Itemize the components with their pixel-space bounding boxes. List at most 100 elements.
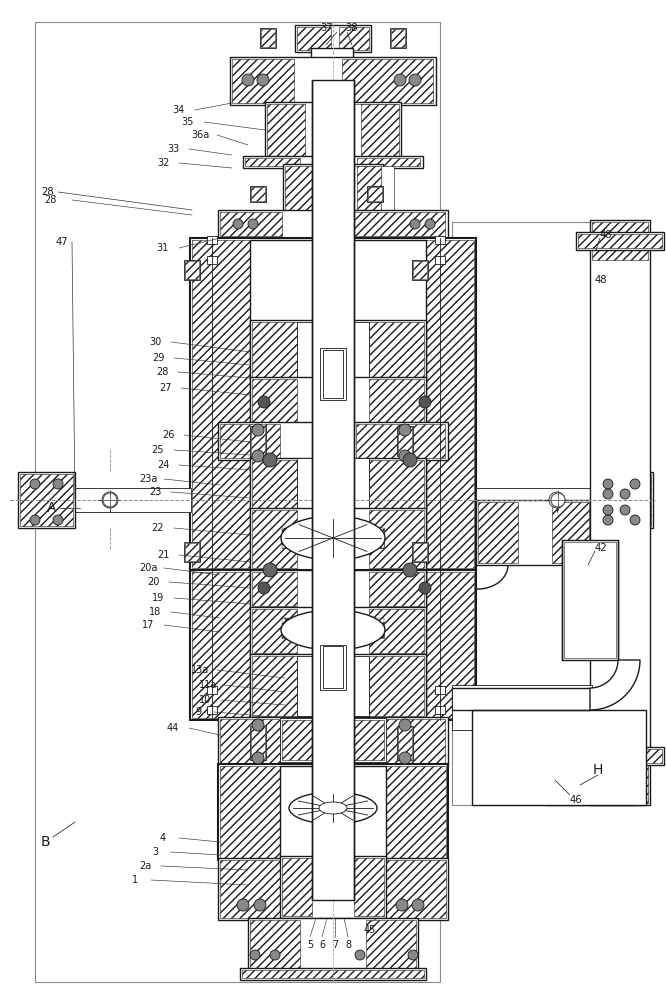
Text: 48: 48 xyxy=(600,230,613,240)
Bar xyxy=(598,474,651,526)
Bar xyxy=(369,510,424,568)
Circle shape xyxy=(399,719,411,731)
Bar xyxy=(311,48,353,60)
Bar xyxy=(297,322,369,378)
Bar xyxy=(378,860,446,918)
Bar xyxy=(435,706,445,714)
Text: 19: 19 xyxy=(152,593,164,603)
Bar xyxy=(218,210,448,238)
Text: 2a: 2a xyxy=(139,861,151,871)
Bar xyxy=(369,572,424,606)
Bar xyxy=(354,858,384,916)
Bar xyxy=(282,720,312,760)
Bar xyxy=(320,645,346,690)
Circle shape xyxy=(620,489,630,499)
Bar xyxy=(435,686,445,694)
Bar xyxy=(250,654,426,718)
Text: 44: 44 xyxy=(167,723,179,733)
Text: 20: 20 xyxy=(147,577,159,587)
Bar xyxy=(260,28,276,48)
Bar xyxy=(283,164,383,322)
Bar xyxy=(184,542,200,562)
Text: A: A xyxy=(47,501,57,515)
Text: 21: 21 xyxy=(157,550,169,560)
Ellipse shape xyxy=(289,792,377,824)
Bar xyxy=(435,256,445,264)
Bar xyxy=(250,426,266,456)
Bar xyxy=(564,542,616,658)
Bar xyxy=(267,104,305,158)
Bar xyxy=(452,685,592,730)
Bar xyxy=(356,719,445,763)
Ellipse shape xyxy=(281,516,385,560)
Bar xyxy=(476,500,591,565)
Bar xyxy=(252,379,297,423)
Text: 46: 46 xyxy=(570,795,583,805)
Text: 9: 9 xyxy=(195,707,201,717)
Bar xyxy=(185,261,199,279)
Bar xyxy=(243,156,423,168)
Bar xyxy=(250,570,426,718)
Text: H: H xyxy=(593,763,603,777)
Bar xyxy=(576,747,664,765)
Circle shape xyxy=(399,752,411,764)
Bar xyxy=(245,158,300,166)
Text: 33: 33 xyxy=(167,144,179,154)
Text: 3: 3 xyxy=(152,847,158,857)
Bar xyxy=(354,212,445,236)
Text: 5: 5 xyxy=(307,940,313,950)
Bar xyxy=(220,212,282,236)
Bar xyxy=(250,320,426,380)
Bar xyxy=(20,474,73,526)
Bar xyxy=(578,234,662,248)
Text: 23: 23 xyxy=(149,487,161,497)
Circle shape xyxy=(250,950,260,960)
Text: 26: 26 xyxy=(162,430,174,440)
Circle shape xyxy=(270,950,280,960)
Bar xyxy=(252,572,297,606)
Circle shape xyxy=(30,479,40,489)
Bar xyxy=(185,543,199,561)
Bar xyxy=(398,727,412,759)
Text: 27: 27 xyxy=(159,383,171,393)
Bar xyxy=(356,424,445,458)
Circle shape xyxy=(263,453,277,467)
Bar xyxy=(412,260,428,280)
Ellipse shape xyxy=(319,802,347,814)
Bar xyxy=(207,236,217,244)
Bar xyxy=(218,717,448,765)
Circle shape xyxy=(252,450,264,462)
Bar xyxy=(252,322,297,378)
Text: 32: 32 xyxy=(157,158,169,168)
Circle shape xyxy=(263,563,277,577)
Bar xyxy=(312,80,354,900)
Bar xyxy=(250,726,266,760)
Bar xyxy=(252,510,297,568)
Bar xyxy=(285,166,313,320)
Bar xyxy=(562,540,618,660)
Text: 4: 4 xyxy=(160,833,166,843)
Text: 1: 1 xyxy=(132,875,138,885)
Circle shape xyxy=(252,752,264,764)
Circle shape xyxy=(252,424,264,436)
Bar xyxy=(413,261,427,279)
Circle shape xyxy=(252,719,264,731)
Bar xyxy=(190,570,476,720)
Text: 13a: 13a xyxy=(191,665,209,675)
Bar xyxy=(282,528,384,548)
Bar xyxy=(592,765,648,803)
Bar xyxy=(75,488,191,512)
Bar xyxy=(368,187,382,201)
Bar xyxy=(220,719,280,763)
Bar xyxy=(361,104,399,158)
Circle shape xyxy=(603,515,613,525)
Bar xyxy=(398,427,412,455)
Bar xyxy=(552,502,589,563)
Bar xyxy=(357,158,420,166)
Bar xyxy=(207,686,217,694)
Bar xyxy=(192,572,250,718)
Bar xyxy=(478,502,518,563)
Circle shape xyxy=(551,493,565,507)
Bar xyxy=(321,166,394,320)
Bar xyxy=(220,860,280,918)
